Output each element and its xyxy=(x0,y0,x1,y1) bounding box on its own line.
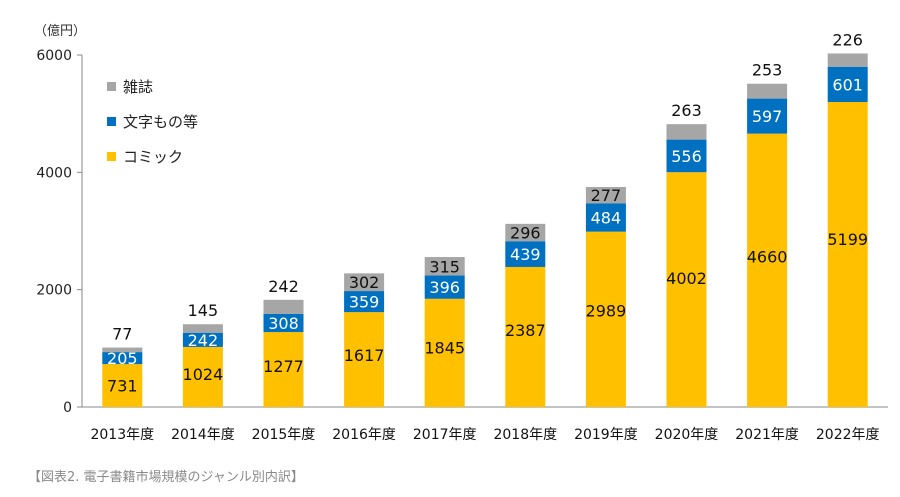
y-tick-label: 6000 xyxy=(36,48,72,64)
x-tick-label: 2021年度 xyxy=(735,427,799,443)
y-tick-label: 0 xyxy=(63,400,72,416)
bar-segment-magazine xyxy=(827,53,868,67)
data-label-magazine: 145 xyxy=(188,301,219,320)
bar-segment-text xyxy=(263,314,304,333)
bar-segment-text xyxy=(182,332,223,347)
x-tick-label: 2016年度 xyxy=(332,427,396,443)
data-label-text: 205 xyxy=(107,349,138,368)
bar-segment-magazine xyxy=(182,324,223,333)
bar-segment-comic xyxy=(827,101,868,407)
bar-segment-text xyxy=(747,98,788,134)
data-label-comic: 1024 xyxy=(183,365,224,384)
bar-segment-text xyxy=(344,291,385,313)
x-tick-label: 2017年度 xyxy=(413,427,477,443)
bar-segment-comic xyxy=(182,346,223,407)
x-tick-label: 2015年度 xyxy=(252,427,316,443)
data-label-magazine: 296 xyxy=(510,224,541,243)
data-label-text: 601 xyxy=(832,75,863,94)
bar-segment-magazine xyxy=(666,124,707,140)
bar-segment-magazine xyxy=(585,187,626,204)
x-tick-label: 2014年度 xyxy=(171,427,235,443)
y-axis-unit-label: （億円） xyxy=(34,23,86,39)
legend-label: 文字もの等 xyxy=(123,113,198,131)
x-tick-label: 2018年度 xyxy=(493,427,557,443)
bar-segment-magazine xyxy=(747,83,788,99)
data-label-comic: 5199 xyxy=(827,230,868,249)
y-tick-label: 2000 xyxy=(36,283,72,299)
bar-segment-comic xyxy=(747,133,788,407)
data-label-magazine: 315 xyxy=(429,257,460,276)
figure-caption: 【図表2. 電子書籍市場規模のジャンル別内訳】 xyxy=(28,470,304,485)
y-tick-label: 4000 xyxy=(36,165,72,181)
data-label-text: 556 xyxy=(671,147,702,166)
bar-segment-magazine xyxy=(505,223,546,242)
bar-segment-comic xyxy=(344,312,385,407)
data-label-comic: 1845 xyxy=(424,338,465,357)
bar-segment-magazine xyxy=(102,347,143,353)
bar-segment-comic xyxy=(505,266,546,407)
legend-swatch xyxy=(107,82,116,91)
stacked-bar-chart: （億円） 0 2000 4000 6000 731 205 77 2013年度 1024 242 14… xyxy=(34,23,888,443)
legend-label: コミック xyxy=(123,148,183,166)
legend-swatch xyxy=(107,117,116,126)
data-label-magazine: 226 xyxy=(832,30,863,49)
data-label-comic: 2387 xyxy=(505,321,546,340)
data-label-magazine: 253 xyxy=(752,61,783,80)
bar-segment-text xyxy=(666,139,707,173)
data-label-magazine: 302 xyxy=(349,273,380,292)
legend-label: 雑誌 xyxy=(123,78,153,96)
bar-segment-comic xyxy=(666,172,707,407)
bar-segment-text xyxy=(102,352,143,365)
x-tick-label: 2013年度 xyxy=(90,427,154,443)
data-label-magazine: 242 xyxy=(268,277,299,296)
bar-segment-comic xyxy=(263,332,304,407)
data-label-comic: 4660 xyxy=(747,248,788,267)
data-label-magazine: 77 xyxy=(112,325,132,344)
data-label-comic: 731 xyxy=(107,377,138,396)
bar-segment-text xyxy=(505,241,546,267)
data-label-text: 597 xyxy=(752,107,783,126)
data-label-comic: 1277 xyxy=(263,357,304,376)
data-label-text: 242 xyxy=(188,331,219,350)
legend-swatch xyxy=(107,152,116,161)
bar-segment-text xyxy=(424,275,465,299)
bar-segment-comic xyxy=(585,231,626,407)
data-label-text: 484 xyxy=(591,208,622,227)
data-label-magazine: 277 xyxy=(591,186,622,205)
bar-segment-text xyxy=(827,66,868,102)
data-label-text: 308 xyxy=(268,314,299,333)
x-tick-label: 2022年度 xyxy=(816,427,880,443)
bar-segment-text xyxy=(585,203,626,232)
data-label-text: 359 xyxy=(349,293,380,312)
bar-segment-comic xyxy=(424,298,465,407)
data-label-magazine: 263 xyxy=(671,101,702,120)
data-label-text: 439 xyxy=(510,245,541,264)
data-label-comic: 2989 xyxy=(586,302,627,321)
x-tick-label: 2019年度 xyxy=(574,427,638,443)
bar-segment-magazine xyxy=(424,257,465,276)
x-tick-label: 2020年度 xyxy=(655,427,719,443)
bar-segment-magazine xyxy=(263,299,304,315)
data-label-comic: 1617 xyxy=(344,346,385,365)
data-label-text: 396 xyxy=(429,278,460,297)
bar-segment-comic xyxy=(102,364,143,407)
bar-segment-magazine xyxy=(344,273,385,292)
data-label-comic: 4002 xyxy=(666,269,707,288)
